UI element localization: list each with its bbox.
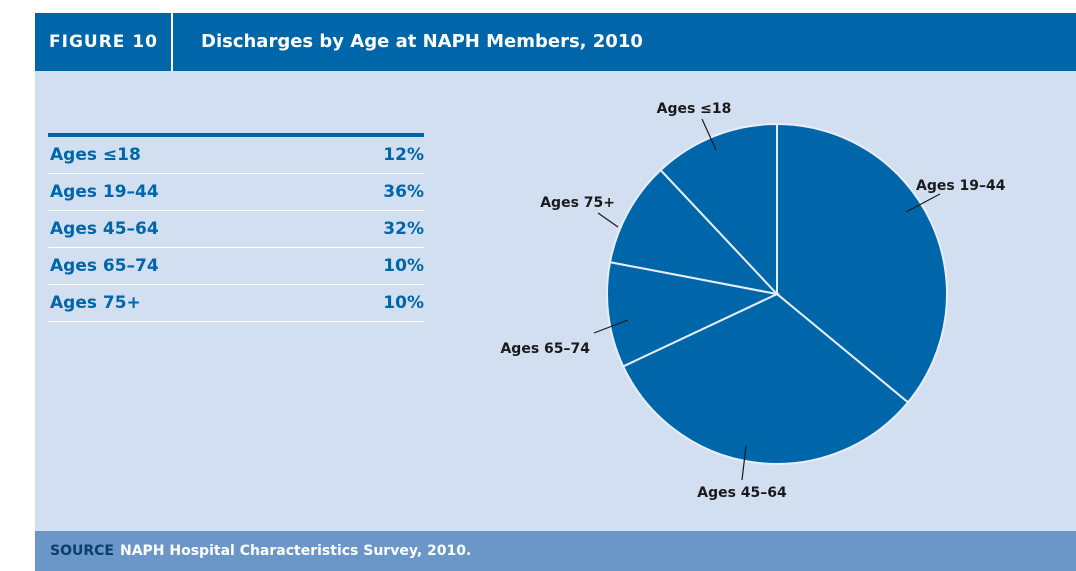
leader-line bbox=[593, 319, 629, 334]
slice-label: Ages 75+ bbox=[540, 195, 615, 211]
row-label: Ages 65–74 bbox=[50, 256, 159, 276]
leader-line bbox=[905, 193, 941, 213]
table-row: Ages 45–64 32% bbox=[48, 211, 424, 248]
row-label: Ages ≤18 bbox=[50, 145, 141, 165]
slice-label: Ages ≤18 bbox=[657, 101, 732, 117]
pie-slice bbox=[659, 122, 778, 297]
slice-label: Ages 65–74 bbox=[500, 341, 590, 357]
table-row: Ages ≤18 12% bbox=[48, 137, 424, 174]
row-value: 36% bbox=[383, 182, 424, 202]
row-label: Ages 19–44 bbox=[50, 182, 159, 202]
figure-title: Discharges by Age at NAPH Members, 2010 bbox=[201, 31, 643, 52]
pie-slice bbox=[621, 292, 910, 465]
source-bar: SOURCE NAPH Hospital Characteristics Surv… bbox=[35, 531, 1076, 571]
slice-label: Ages 45–64 bbox=[697, 485, 787, 501]
table-row: Ages 75+ 10% bbox=[48, 285, 424, 322]
table-row: Ages 65–74 10% bbox=[48, 248, 424, 285]
figure-header: FIGURE 10 Discharges by Age at NAPH Memb… bbox=[35, 13, 1076, 71]
source-text: NAPH Hospital Characteristics Survey, 20… bbox=[119, 543, 472, 559]
row-label: Ages 45–64 bbox=[50, 219, 159, 239]
slice-label: Ages 19–44 bbox=[916, 178, 1006, 194]
row-value: 32% bbox=[383, 219, 424, 239]
header-divider bbox=[171, 13, 173, 71]
row-value: 10% bbox=[383, 293, 424, 313]
pie-slice bbox=[776, 122, 949, 404]
row-value: 12% bbox=[383, 145, 424, 165]
leader-line bbox=[597, 212, 619, 228]
pie-slice bbox=[606, 260, 781, 368]
leader-line bbox=[741, 445, 747, 481]
pie-slice bbox=[608, 168, 780, 296]
row-value: 10% bbox=[383, 256, 424, 276]
row-label: Ages 75+ bbox=[50, 293, 141, 313]
table-row: Ages 19–44 36% bbox=[48, 174, 424, 211]
source-label: SOURCE bbox=[50, 543, 114, 559]
figure-number: FIGURE 10 bbox=[49, 32, 158, 52]
data-table: Ages ≤18 12% Ages 19–44 36% Ages 45–64 3… bbox=[48, 133, 424, 322]
leader-line bbox=[701, 118, 717, 151]
